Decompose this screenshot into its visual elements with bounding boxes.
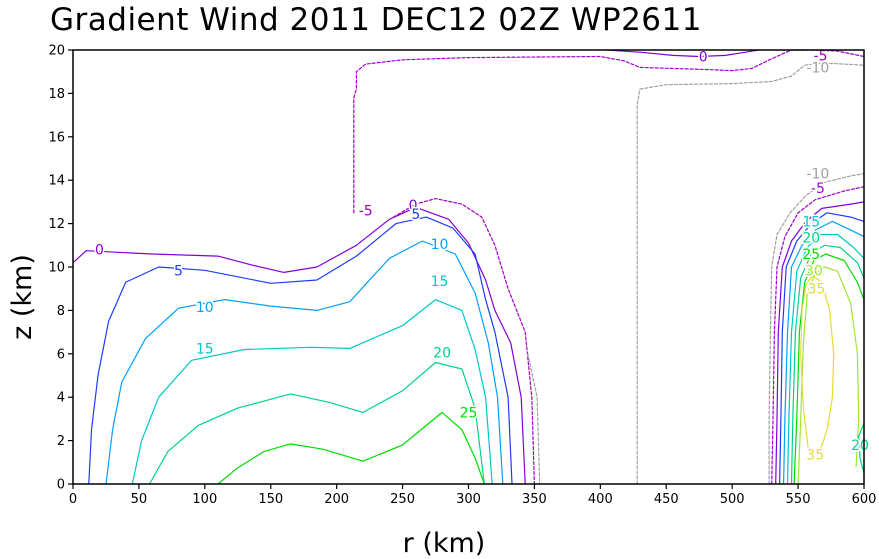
contour-label-13: -10 — [806, 60, 829, 76]
contour-line-15-3 — [131, 299, 493, 485]
x-tick-label-9: 450 — [654, 492, 679, 507]
contour-line-35-20 — [800, 275, 835, 459]
contour-line-0-6 — [606, 49, 760, 58]
contour-line-25-18 — [793, 253, 865, 485]
contour-label-10: 25 — [460, 405, 478, 421]
contour-label-14: -10 — [806, 167, 829, 183]
contour-line-neg10-11 — [768, 173, 865, 485]
contour-line-neg5-7 — [353, 49, 865, 214]
contour-label-1: 5 — [174, 263, 183, 279]
contour-label-20: 35 — [808, 282, 826, 298]
contour-line-5-14 — [779, 212, 865, 485]
x-tick-label-8: 400 — [588, 492, 613, 507]
contour-label-21: 35 — [806, 448, 824, 464]
contour-label-5: 0 — [409, 198, 418, 214]
contour-label-7: 10 — [431, 237, 449, 253]
x-tick-label-4: 200 — [324, 492, 349, 507]
contour-line-25-5 — [217, 411, 485, 485]
y-tick-label-7: 14 — [48, 174, 65, 189]
x-tick-label-2: 100 — [192, 492, 217, 507]
y-tick-label-1: 2 — [57, 434, 65, 449]
y-tick-label-4: 8 — [57, 304, 65, 319]
contour-line-neg5-12 — [771, 186, 865, 485]
x-tick-label-1: 50 — [131, 492, 148, 507]
contour-label-9: 20 — [433, 346, 451, 362]
y-tick-label-5: 10 — [48, 261, 65, 276]
contour-line-neg10-8 — [636, 62, 865, 485]
contour-line-20-4 — [148, 361, 485, 485]
x-tick-label-12: 600 — [852, 492, 877, 507]
contour-line-neg10-10 — [527, 353, 541, 485]
contour-line-20-21 — [858, 422, 865, 474]
y-tick-label-9: 18 — [48, 87, 65, 102]
contour-label-16: 15 — [802, 214, 820, 230]
x-axis-label: r (km) — [403, 528, 486, 559]
contour-line-neg5-9 — [392, 198, 535, 485]
contour-line-0-13 — [775, 201, 865, 485]
contour-label-8: 15 — [431, 274, 449, 290]
contour-label-0: 0 — [95, 243, 104, 259]
contour-line-30-19 — [797, 266, 860, 485]
x-axis-ticks: 0 50 100 150 200 250 300 350 400 450 500 550 600 — [69, 484, 877, 507]
x-tick-label-11: 550 — [786, 492, 811, 507]
y-tick-label-3: 6 — [57, 347, 65, 362]
contour-label-19: 30 — [805, 263, 823, 279]
x-tick-label-6: 300 — [456, 492, 481, 507]
contour-lines — [72, 49, 865, 485]
contour-label-2: 10 — [196, 300, 214, 316]
y-axis-label: z (km) — [7, 254, 38, 340]
y-tick-label-0: 0 — [57, 478, 65, 493]
contour-line-10-15 — [783, 220, 865, 485]
contour-label-6: 5 — [411, 207, 420, 223]
y-tick-label-8: 16 — [48, 130, 65, 145]
y-tick-label-6: 12 — [48, 217, 65, 232]
contour-line-20-17 — [790, 244, 865, 485]
contour-label-4: -5 — [359, 204, 373, 220]
y-axis-ticks: 0 2 4 6 8 10 12 14 16 18 20 — [48, 44, 73, 493]
x-tick-label-10: 500 — [720, 492, 745, 507]
contour-label-22: 20 — [851, 438, 869, 454]
contour-label-15: -5 — [811, 181, 825, 197]
x-tick-label-7: 350 — [522, 492, 547, 507]
x-tick-label-0: 0 — [69, 492, 77, 507]
contour-label-3: 15 — [196, 341, 214, 357]
contour-label-12: -5 — [814, 48, 828, 64]
x-tick-label-5: 250 — [390, 492, 415, 507]
y-tick-label-10: 20 — [48, 44, 65, 59]
x-tick-label-3: 150 — [258, 492, 283, 507]
contour-line-0-0 — [72, 206, 526, 485]
contour-label-18: 25 — [802, 247, 820, 263]
contour-line-15-16 — [786, 233, 865, 485]
contour-label-17: 20 — [802, 231, 820, 247]
contour-line-5-1 — [88, 216, 513, 485]
chart-title: Gradient Wind 2011 DEC12 02Z WP2611 — [50, 2, 702, 38]
contour-label-11: 0 — [699, 50, 708, 66]
contour-line-10-2 — [105, 240, 504, 485]
y-tick-label-2: 4 — [57, 391, 65, 406]
